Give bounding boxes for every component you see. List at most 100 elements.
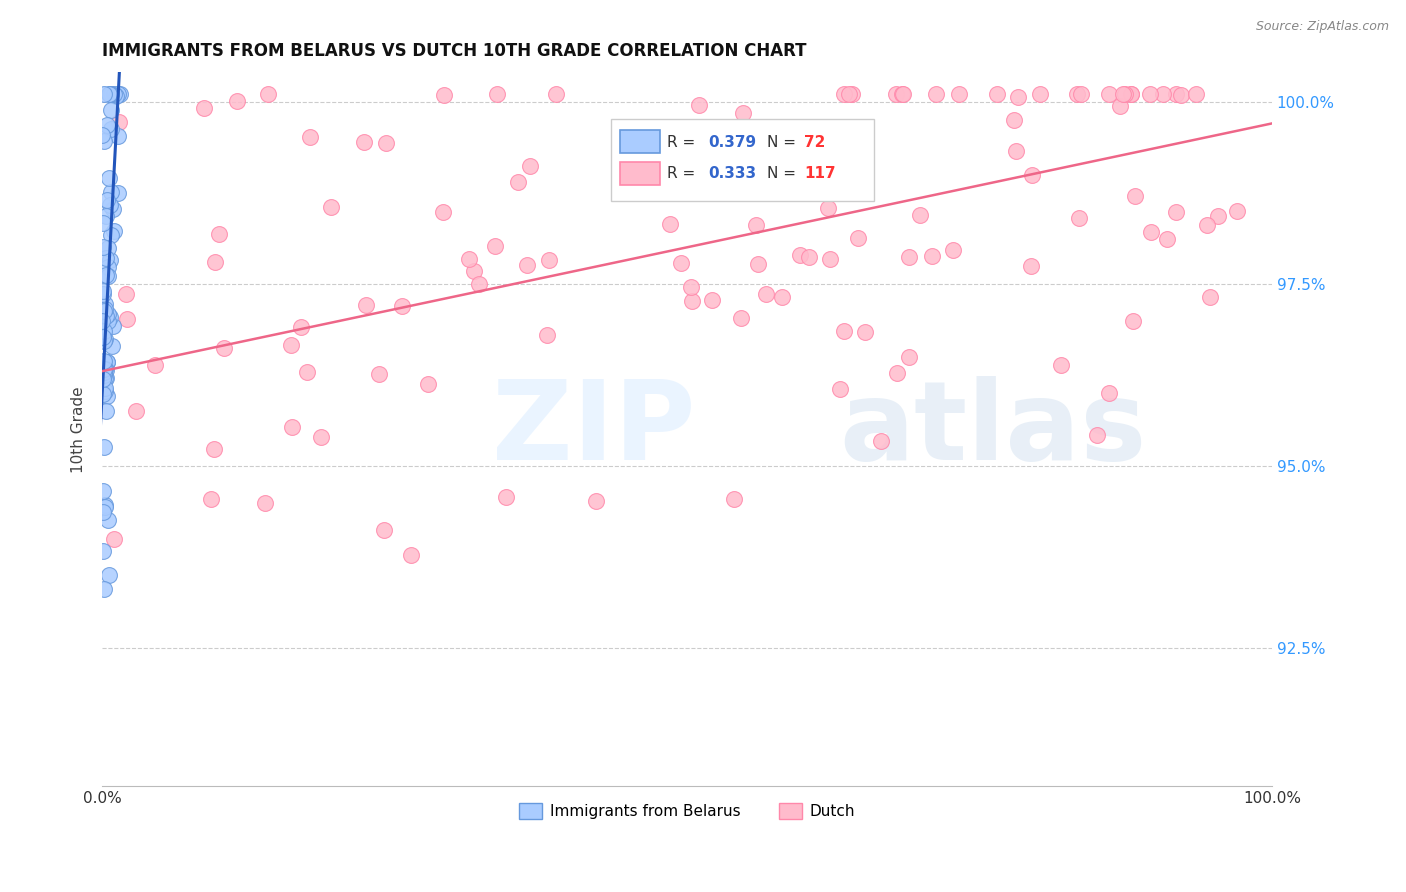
Point xyxy=(832,324,855,338)
Point xyxy=(105,89,128,103)
Point xyxy=(96,193,118,207)
Point xyxy=(484,239,506,253)
Point xyxy=(838,153,860,167)
Point xyxy=(108,87,131,102)
Point xyxy=(98,87,121,102)
Point xyxy=(98,252,121,267)
Point xyxy=(91,217,114,231)
Point xyxy=(1195,218,1218,232)
Point xyxy=(100,228,122,243)
Point xyxy=(391,299,413,313)
Point xyxy=(94,498,117,512)
Point xyxy=(93,87,115,102)
Point xyxy=(96,268,118,282)
FancyBboxPatch shape xyxy=(612,119,875,201)
Point xyxy=(1108,99,1130,113)
Point xyxy=(755,287,778,301)
Point xyxy=(93,368,115,382)
Point xyxy=(103,224,125,238)
Point xyxy=(1199,289,1222,303)
Point xyxy=(519,159,541,173)
Point xyxy=(789,247,811,261)
Point xyxy=(91,505,114,519)
Point xyxy=(94,332,117,346)
Point xyxy=(1004,113,1026,128)
Point xyxy=(94,302,117,317)
Point xyxy=(948,87,970,102)
Point xyxy=(107,115,129,129)
Point xyxy=(91,240,114,254)
Point xyxy=(97,241,120,255)
Text: atlas: atlas xyxy=(839,376,1146,483)
Point xyxy=(101,318,124,333)
Point xyxy=(107,87,129,102)
Text: Source: ZipAtlas.com: Source: ZipAtlas.com xyxy=(1256,20,1389,33)
Point xyxy=(1164,205,1187,219)
Text: 0.379: 0.379 xyxy=(709,135,756,150)
Point xyxy=(399,548,422,562)
Point xyxy=(495,490,517,504)
Text: N =: N = xyxy=(766,135,800,150)
Point xyxy=(799,250,821,264)
Point xyxy=(103,532,125,546)
Point xyxy=(869,434,891,448)
Point xyxy=(91,284,114,298)
Point xyxy=(93,134,115,148)
Point xyxy=(202,442,225,456)
Point xyxy=(891,87,914,102)
Text: 72: 72 xyxy=(804,135,825,150)
Point xyxy=(418,376,440,391)
Y-axis label: 10th Grade: 10th Grade xyxy=(72,386,86,473)
Point xyxy=(890,87,912,102)
Text: N =: N = xyxy=(766,166,800,181)
Point xyxy=(1007,89,1029,103)
Point xyxy=(107,129,129,144)
Point xyxy=(96,354,118,368)
Point xyxy=(910,208,932,222)
Point xyxy=(1123,189,1146,203)
Point xyxy=(1049,358,1071,372)
Text: ZIP: ZIP xyxy=(492,376,695,483)
Point xyxy=(96,389,118,403)
Point xyxy=(208,227,231,242)
Point xyxy=(770,290,793,304)
Legend: Immigrants from Belarus, Dutch: Immigrants from Belarus, Dutch xyxy=(513,797,860,825)
Point xyxy=(1004,144,1026,158)
Point xyxy=(1085,427,1108,442)
Text: R =: R = xyxy=(668,135,700,150)
Point xyxy=(1206,209,1229,223)
Point xyxy=(1185,87,1208,102)
Point xyxy=(115,312,138,326)
Point xyxy=(356,298,378,312)
Point xyxy=(114,286,136,301)
Point xyxy=(353,135,375,149)
Point xyxy=(681,280,703,294)
Point xyxy=(299,129,322,144)
Point xyxy=(97,567,120,582)
Point xyxy=(97,513,120,527)
Point xyxy=(516,258,538,272)
Point xyxy=(1166,87,1188,102)
Point xyxy=(897,250,920,264)
Point xyxy=(817,201,839,215)
Point xyxy=(458,252,481,266)
Point xyxy=(669,136,692,151)
Point xyxy=(1114,87,1136,102)
Point xyxy=(546,87,568,102)
Point xyxy=(1122,314,1144,328)
Point xyxy=(107,186,129,201)
Point xyxy=(100,121,122,136)
Point xyxy=(91,314,114,328)
Point xyxy=(280,338,302,352)
Point xyxy=(747,257,769,271)
Point xyxy=(745,218,768,232)
Point xyxy=(281,419,304,434)
Point xyxy=(93,334,115,348)
Point xyxy=(143,358,166,372)
Point xyxy=(94,404,117,418)
Point xyxy=(212,341,235,355)
Point xyxy=(849,145,872,160)
Point xyxy=(94,309,117,323)
Point xyxy=(91,483,114,498)
Point xyxy=(204,255,226,269)
